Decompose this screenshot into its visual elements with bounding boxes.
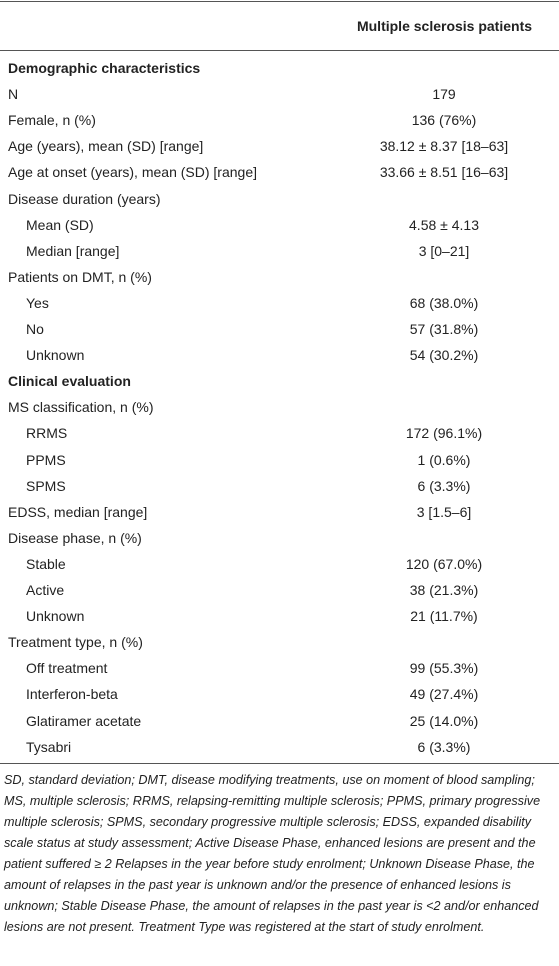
row-value: 1 (0.6%) xyxy=(417,451,471,468)
table-row: Patients on DMT, n (%) xyxy=(0,264,559,290)
table-row: Unknown 21 (11.7%) xyxy=(0,603,559,629)
table-row: Age (years), mean (SD) [range] 38.12 ± 8.… xyxy=(0,133,559,159)
table-row: N 179 xyxy=(0,81,559,107)
row-label: Unknown xyxy=(26,608,85,625)
row-value: 4.58 ± 4.13 xyxy=(409,216,479,233)
row-value: 120 (67.0%) xyxy=(405,555,483,572)
row-value: 38.12 ± 8.37 [18–63] xyxy=(379,138,509,155)
table-row: Treatment type, n (%) xyxy=(0,629,559,655)
row-label: RRMS xyxy=(26,425,68,442)
row-value: 33.66 ± 8.51 [16–63] xyxy=(379,164,509,181)
row-label: Median [range] xyxy=(26,242,120,259)
row-value: 49 (27.4%) xyxy=(409,686,479,703)
table-row: MS classification, n (%) xyxy=(0,394,559,420)
table-row: SPMS 6 (3.3%) xyxy=(0,473,559,499)
row-label: EDSS, median [range] xyxy=(8,503,148,520)
table-row: Stable 120 (67.0%) xyxy=(0,551,559,577)
table-row: Off treatment 99 (55.3%) xyxy=(0,655,559,681)
bottom-rule xyxy=(0,762,559,764)
table-row: Active 38 (21.3%) xyxy=(0,577,559,603)
row-value: 179 xyxy=(432,86,456,103)
table-row: Tysabri 6 (3.3%) xyxy=(0,734,559,760)
row-label: SPMS xyxy=(26,477,66,494)
row-label: Female, n (%) xyxy=(8,112,96,129)
row-value: 57 (31.8%) xyxy=(409,321,479,337)
row-label: Disease phase, n (%) xyxy=(8,529,142,546)
header-rule xyxy=(0,50,559,51)
table-row: PPMS 1 (0.6%) xyxy=(0,447,559,473)
row-value: 3 [0–21] xyxy=(418,242,470,259)
row-label: Patients on DMT, n (%) xyxy=(8,268,152,285)
row-label: Disease duration (years) xyxy=(8,190,161,207)
table-row: Female, n (%) 136 (76%) xyxy=(0,107,559,133)
table-row: Median [range] 3 [0–21] xyxy=(0,238,559,264)
row-label: Interferon-beta xyxy=(26,686,118,703)
row-label: Treatment type, n (%) xyxy=(8,634,143,651)
row-value: 54 (30.2%) xyxy=(409,347,479,364)
row-label: Age at onset (years), mean (SD) [range] xyxy=(8,164,257,181)
table-row: Mean (SD) 4.58 ± 4.13 xyxy=(0,212,559,238)
row-label: Mean (SD) xyxy=(26,216,94,233)
row-value: 99 (55.3%) xyxy=(409,660,479,677)
table-row: RRMS 172 (96.1%) xyxy=(0,420,559,446)
row-value: 3 [1.5–6] xyxy=(416,503,472,520)
header-row: Multiple sclerosis patients xyxy=(0,13,559,39)
row-label: Stable xyxy=(26,555,66,572)
row-value: 6 (3.3%) xyxy=(417,477,471,494)
table-row: Interferon-beta 49 (27.4%) xyxy=(0,681,559,707)
row-label: Yes xyxy=(26,294,49,311)
row-value: 38 (21.3%) xyxy=(409,582,479,598)
table-row: Yes 68 (38.0%) xyxy=(0,290,559,316)
footnote: SD, standard deviation; DMT, disease mod… xyxy=(4,772,541,934)
row-label: Age (years), mean (SD) [range] xyxy=(8,138,204,155)
row-label: Clinical evaluation xyxy=(8,373,131,390)
row-label: PPMS xyxy=(26,451,66,468)
table-row: Clinical evaluation xyxy=(0,368,559,394)
row-label: Active xyxy=(26,582,65,598)
row-value: 6 (3.3%) xyxy=(417,738,471,755)
table-row: Age at onset (years), mean (SD) [range] 3… xyxy=(0,159,559,185)
column-header: Multiple sclerosis patients xyxy=(356,18,533,34)
row-value: 172 (96.1%) xyxy=(405,425,483,442)
table-row: Disease phase, n (%) xyxy=(0,525,559,551)
row-label: Demographic characteristics xyxy=(8,60,201,76)
table-row: Glatiramer acetate 25 (14.0%) xyxy=(0,708,559,734)
row-label: Unknown xyxy=(26,347,85,364)
row-value: 21 (11.7%) xyxy=(410,608,478,625)
row-label: Glatiramer acetate xyxy=(26,712,142,729)
row-label: N xyxy=(8,86,19,103)
row-value: 136 (76%) xyxy=(411,112,477,129)
table-row: No 57 (31.8%) xyxy=(0,316,559,342)
table-row: Disease duration (years) xyxy=(0,186,559,212)
row-label: Tysabri xyxy=(26,738,72,755)
row-value: 25 (14.0%) xyxy=(409,712,479,729)
row-label: No xyxy=(26,321,44,337)
top-rule xyxy=(0,1,559,2)
table-row: EDSS, median [range] 3 [1.5–6] xyxy=(0,499,559,525)
row-label: Off treatment xyxy=(26,660,108,677)
table-row: Demographic characteristics xyxy=(0,55,559,81)
row-value: 68 (38.0%) xyxy=(409,294,479,311)
row-label: MS classification, n (%) xyxy=(8,399,154,416)
table-row: Unknown 54 (30.2%) xyxy=(0,342,559,368)
